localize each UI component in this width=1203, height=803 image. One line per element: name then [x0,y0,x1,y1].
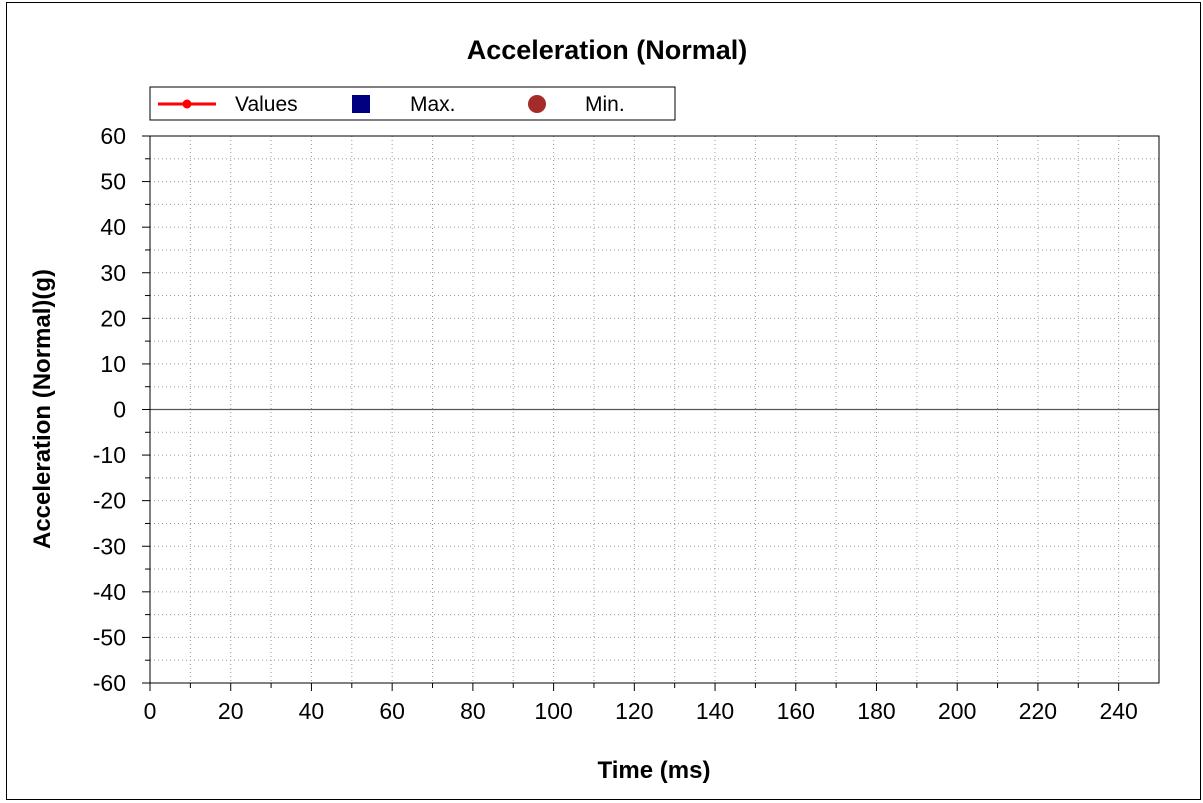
legend-box [149,86,676,121]
legend-label-min: Min. [585,93,625,116]
legend-item-min: Min. [528,93,625,116]
y-tick-label: -20 [93,488,126,514]
chart-title: Acceleration (Normal) [467,35,748,65]
x-tick-label: 160 [777,698,815,724]
chart-frame: Acceleration (Normal) Values Max. Min. 0… [6,2,1201,800]
x-tick-label: 140 [696,698,734,724]
y-tick-label: 10 [100,351,126,377]
legend: Values Max. Min. [149,86,676,121]
y-tick-label: -60 [93,670,126,696]
x-tick-label: 40 [299,698,325,724]
x-tick-label: 120 [615,698,653,724]
legend-item-max: Max. [352,93,456,116]
legend-min-circle [528,95,546,113]
x-tick-label: 220 [1019,698,1057,724]
grid-lines [150,136,1159,683]
y-tick-label: 0 [113,397,126,423]
legend-values-dot [182,99,192,109]
x-axis-ticks: 0 20 40 60 80 100 120 140 160 180 200 220 240 [144,683,1138,724]
y-tick-label: 60 [100,123,126,149]
x-tick-label: 0 [144,698,157,724]
legend-label-max: Max. [410,93,456,116]
legend-item-values: Values [158,93,298,116]
y-axis-ticks: 60 50 40 30 20 10 0 -10 -20 -30 -40 -50 -60 [93,123,150,696]
x-tick-label: 80 [460,698,486,724]
legend-max-square [352,95,370,113]
y-tick-label: 20 [100,305,126,331]
y-tick-label: -50 [93,624,126,650]
legend-label-values: Values [235,93,298,116]
y-tick-label: 50 [100,169,126,195]
y-axis-label: Acceleration (Normal)(g) [29,269,56,549]
y-tick-label: 30 [100,260,126,286]
y-tick-label: -10 [93,442,126,468]
x-tick-label: 180 [857,698,895,724]
x-tick-label: 100 [534,698,572,724]
chart-canvas: Acceleration (Normal) Values Max. Min. 0… [29,35,1160,784]
y-tick-label: -40 [93,579,126,605]
y-tick-label: 40 [100,214,126,240]
x-axis-label: Time (ms) [598,757,711,784]
x-tick-label: 200 [938,698,976,724]
x-tick-label: 240 [1099,698,1137,724]
y-tick-label: -30 [93,533,126,559]
x-tick-label: 20 [218,698,244,724]
x-tick-label: 60 [379,698,405,724]
